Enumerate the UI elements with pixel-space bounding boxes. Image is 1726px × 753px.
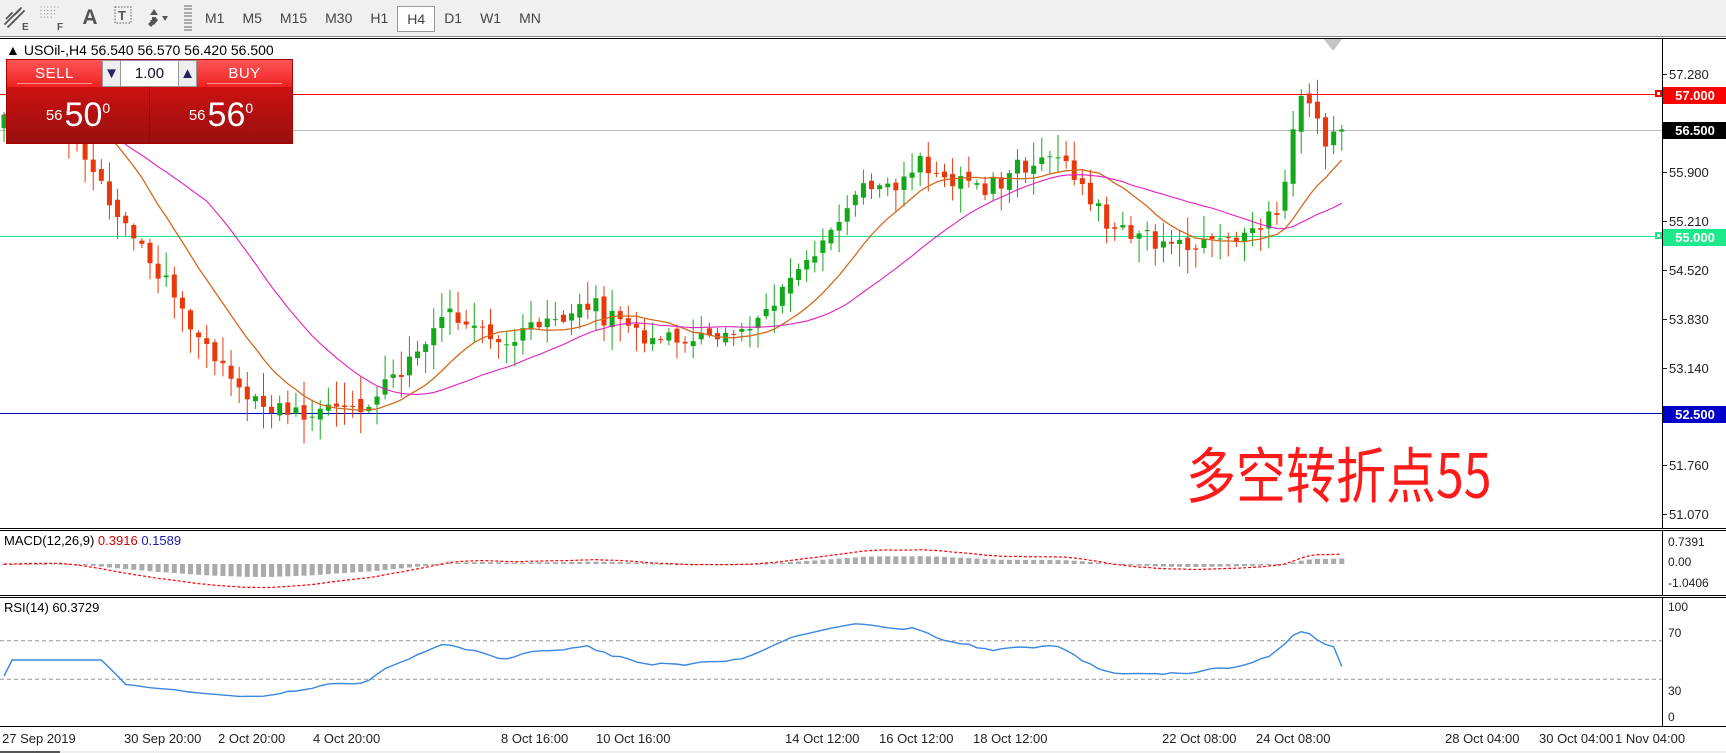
svg-text:E: E xyxy=(22,22,29,31)
svg-text:T: T xyxy=(118,8,126,23)
svg-text:F: F xyxy=(57,22,63,31)
